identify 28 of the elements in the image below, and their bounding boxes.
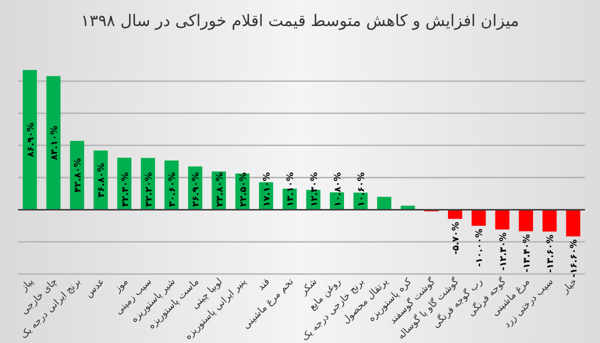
data-label: -۵.۷۰% bbox=[452, 222, 462, 255]
data-label: ۱۳.۱۰% bbox=[286, 172, 296, 207]
data-label: ۲۳.۸۰% bbox=[215, 172, 226, 207]
x-tick-label: موز bbox=[112, 276, 130, 296]
data-label: ۳۶.۸۰% bbox=[97, 162, 108, 198]
data-label: ۳۲.۳۰% bbox=[120, 172, 131, 207]
x-tick-label: خیار bbox=[559, 276, 580, 296]
data-label: ۸۶.۹۰% bbox=[26, 122, 36, 158]
data-label: ۳۰.۶۰% bbox=[168, 172, 178, 207]
data-label: -۱۳.۴۰% bbox=[522, 234, 532, 272]
data-label: ۳۲.۲۰% bbox=[144, 172, 154, 207]
data-label: ۱۰.۶۰% bbox=[357, 172, 368, 207]
x-tick-label: عدس bbox=[83, 276, 107, 300]
data-label: -۱۳.۶۰% bbox=[546, 234, 556, 273]
data-label: ۱۷.۱۰% bbox=[262, 172, 273, 207]
data-label: ۱۰.۸۰% bbox=[333, 172, 344, 207]
x-tick-label: پیاز bbox=[18, 276, 36, 294]
x-tick-label: شکر bbox=[298, 276, 320, 298]
data-label: ۲۲.۵۰% bbox=[238, 172, 249, 207]
chart-title: میزان افزایش و کاهش متوسط قیمت اقلام خوراکی در سال ۱۳۹۸ bbox=[80, 11, 520, 30]
data-label: -۱۶.۶۰% bbox=[570, 239, 580, 278]
data-label: ۲۶.۹۰% bbox=[192, 172, 202, 207]
data-label: ۸۳.۱۰% bbox=[50, 126, 60, 160]
data-label: ۱۲.۳۰% bbox=[310, 172, 320, 207]
data-label: -۱۰.۰۰% bbox=[475, 228, 486, 267]
x-tick-label: قند bbox=[256, 276, 272, 293]
data-label: ۴۲.۸۰% bbox=[74, 158, 84, 193]
data-label: -۱۲.۳۰% bbox=[498, 232, 509, 271]
